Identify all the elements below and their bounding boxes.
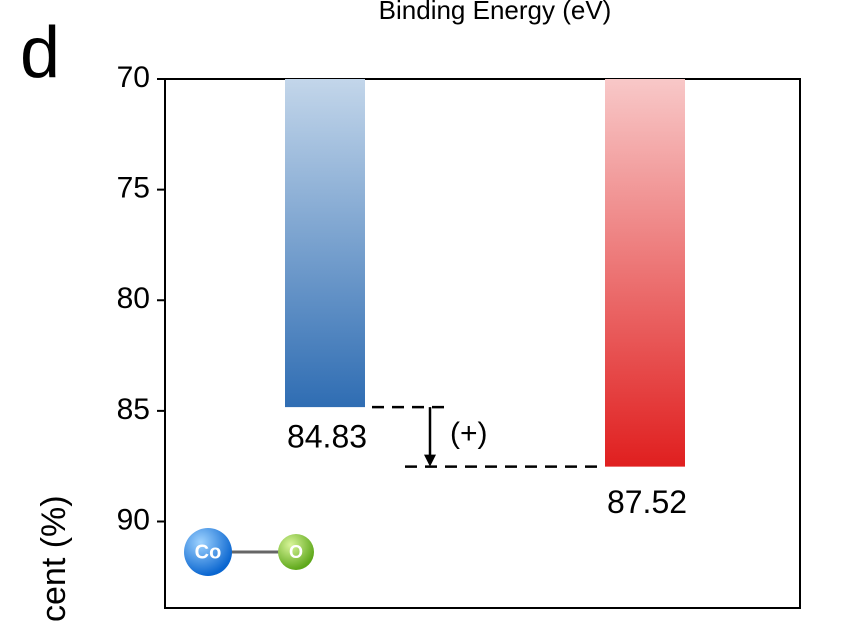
bar	[605, 79, 685, 467]
atom-label: O	[289, 542, 303, 562]
chart-title: Binding Energy (eV)	[379, 0, 612, 25]
arrow-head	[424, 454, 436, 467]
y-tick-label: 85	[117, 393, 150, 426]
co-atom	[184, 528, 232, 576]
annotation: (+)	[450, 417, 488, 450]
y-tick-label: 90	[117, 503, 150, 536]
value-label: 87.52	[607, 484, 687, 520]
value-label: 84.83	[287, 419, 367, 455]
y-tick-label: 80	[117, 282, 150, 315]
y-axis-label: cent (%)	[35, 495, 73, 622]
y-tick-label: 75	[117, 172, 150, 205]
y-tick-label: 70	[117, 61, 150, 94]
o-atom	[278, 534, 314, 570]
plot-frame	[164, 78, 801, 609]
bar	[285, 79, 365, 408]
panel-label: d	[20, 13, 60, 93]
atom-label: Co	[195, 541, 222, 563]
